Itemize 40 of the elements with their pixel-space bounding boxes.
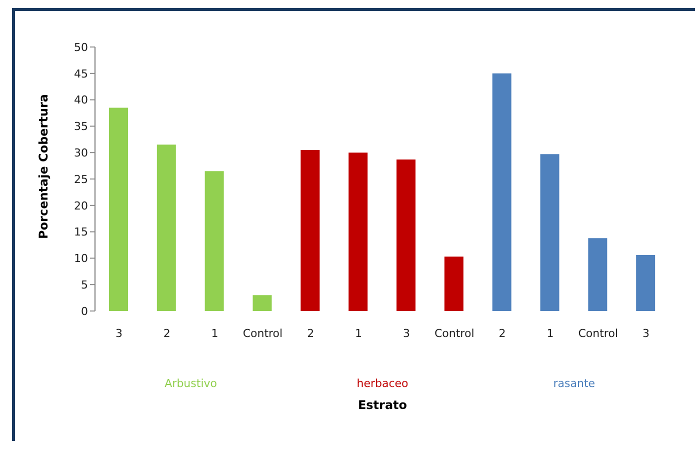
y-tick-label: 45 [74,67,88,80]
x-tick-label: Control [434,327,474,340]
bar [156,144,176,311]
y-tick-label: 5 [81,278,88,292]
y-tick-label: 20 [74,199,88,212]
bar [348,152,368,311]
bar [252,295,272,311]
x-tick-label: 2 [307,327,314,340]
bar [540,154,560,311]
x-tick-label: Control [578,327,618,340]
text: herbaceo [356,377,409,390]
text: rasante [553,377,596,390]
y-tick-label: 25 [74,172,88,186]
x-tick-label: 3 [642,327,650,340]
x-tick-label: Control [242,327,283,340]
y-tick-label: 0 [81,304,88,318]
bar [444,256,464,311]
bar [109,108,128,311]
bar [492,73,512,311]
y-tick-label: 50 [74,40,88,54]
x-tick-label: 1 [546,327,554,340]
x-tick-label: 3 [115,327,122,340]
y-tick-label: 35 [74,120,88,134]
y-axis-title: Porcentaje Cobertura [36,94,50,239]
y-tick-label: 10 [74,252,88,266]
bar [204,171,224,311]
y-tick-label: 30 [74,146,88,160]
x-tick-label: 2 [498,327,506,340]
x-axis-title: Estrato [358,398,408,412]
bar [300,150,320,311]
bar [396,159,416,311]
x-tick-label: 3 [402,327,410,340]
x-tick-label: 2 [163,327,170,340]
text: Arbustivo [164,377,218,390]
x-tick-label: 1 [211,327,218,340]
bar [588,238,608,311]
bar [636,255,656,311]
y-tick-label: 15 [74,226,88,239]
x-tick-label: 1 [355,327,362,340]
y-tick-label: 40 [74,94,88,107]
